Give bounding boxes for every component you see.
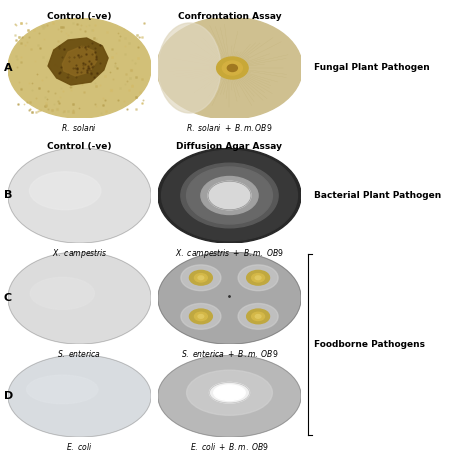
- Ellipse shape: [252, 274, 264, 282]
- Ellipse shape: [8, 148, 151, 243]
- Ellipse shape: [210, 382, 249, 403]
- Ellipse shape: [252, 312, 264, 321]
- Text: $\it{S.\ enterica}$: $\it{S.\ enterica}$: [57, 348, 101, 359]
- Text: $\it{R.\ solani\ +\ B.m.OB9}$: $\it{R.\ solani\ +\ B.m.OB9}$: [186, 122, 273, 133]
- Ellipse shape: [190, 271, 212, 285]
- Text: B: B: [4, 190, 12, 201]
- Ellipse shape: [158, 355, 301, 437]
- Ellipse shape: [29, 172, 101, 210]
- Ellipse shape: [158, 252, 301, 344]
- Text: D: D: [4, 391, 13, 401]
- Ellipse shape: [187, 167, 273, 224]
- Ellipse shape: [158, 148, 301, 243]
- Ellipse shape: [158, 23, 221, 113]
- Ellipse shape: [181, 304, 221, 329]
- Ellipse shape: [222, 61, 242, 75]
- Ellipse shape: [255, 314, 261, 318]
- Ellipse shape: [190, 309, 212, 324]
- Ellipse shape: [27, 375, 98, 404]
- Text: A: A: [4, 63, 13, 73]
- Ellipse shape: [156, 17, 302, 119]
- Text: $\it{E.\ coli\ +\ B.m.\ OB9}$: $\it{E.\ coli\ +\ B.m.\ OB9}$: [190, 441, 269, 451]
- Ellipse shape: [246, 309, 270, 324]
- Text: $\it{X.\ campestris}$: $\it{X.\ campestris}$: [52, 247, 108, 260]
- Text: Control (-ve): Control (-ve): [47, 12, 112, 21]
- Text: C: C: [4, 293, 12, 303]
- Polygon shape: [48, 38, 108, 85]
- Text: Confrontation Assay: Confrontation Assay: [178, 12, 281, 21]
- Ellipse shape: [8, 355, 151, 437]
- Text: Foodborne Pathogens: Foodborne Pathogens: [314, 340, 425, 349]
- Ellipse shape: [214, 385, 245, 400]
- Ellipse shape: [201, 176, 258, 215]
- Ellipse shape: [8, 252, 151, 344]
- Ellipse shape: [208, 181, 251, 210]
- Text: $\it{R.\ solani}$: $\it{R.\ solani}$: [62, 122, 98, 133]
- Ellipse shape: [194, 274, 207, 282]
- Ellipse shape: [255, 276, 261, 280]
- Ellipse shape: [181, 265, 221, 290]
- Ellipse shape: [187, 370, 273, 415]
- Text: $\it{E.\ coli}$: $\it{E.\ coli}$: [66, 441, 92, 451]
- Text: $\it{S.\ enterica\ +\ B.m.\ OB9}$: $\it{S.\ enterica\ +\ B.m.\ OB9}$: [181, 348, 278, 359]
- Ellipse shape: [238, 265, 278, 290]
- Polygon shape: [63, 46, 97, 76]
- Text: $\it{X.\ campestris\ +\ B.m.\ OB9}$: $\it{X.\ campestris\ +\ B.m.\ OB9}$: [175, 247, 284, 260]
- Ellipse shape: [194, 312, 207, 321]
- Ellipse shape: [238, 304, 278, 329]
- Ellipse shape: [198, 314, 204, 318]
- Ellipse shape: [228, 64, 237, 72]
- Ellipse shape: [217, 57, 248, 79]
- Ellipse shape: [246, 271, 270, 285]
- Ellipse shape: [162, 150, 297, 241]
- Text: Bacterial Plant Pathogen: Bacterial Plant Pathogen: [314, 191, 441, 200]
- Ellipse shape: [30, 277, 94, 309]
- Text: Control (-ve): Control (-ve): [47, 142, 112, 151]
- Ellipse shape: [181, 163, 278, 228]
- Ellipse shape: [198, 276, 204, 280]
- Text: Fungal Plant Pathogen: Fungal Plant Pathogen: [314, 64, 430, 73]
- Ellipse shape: [8, 18, 151, 118]
- Text: Diffusion Agar Assay: Diffusion Agar Assay: [176, 142, 283, 151]
